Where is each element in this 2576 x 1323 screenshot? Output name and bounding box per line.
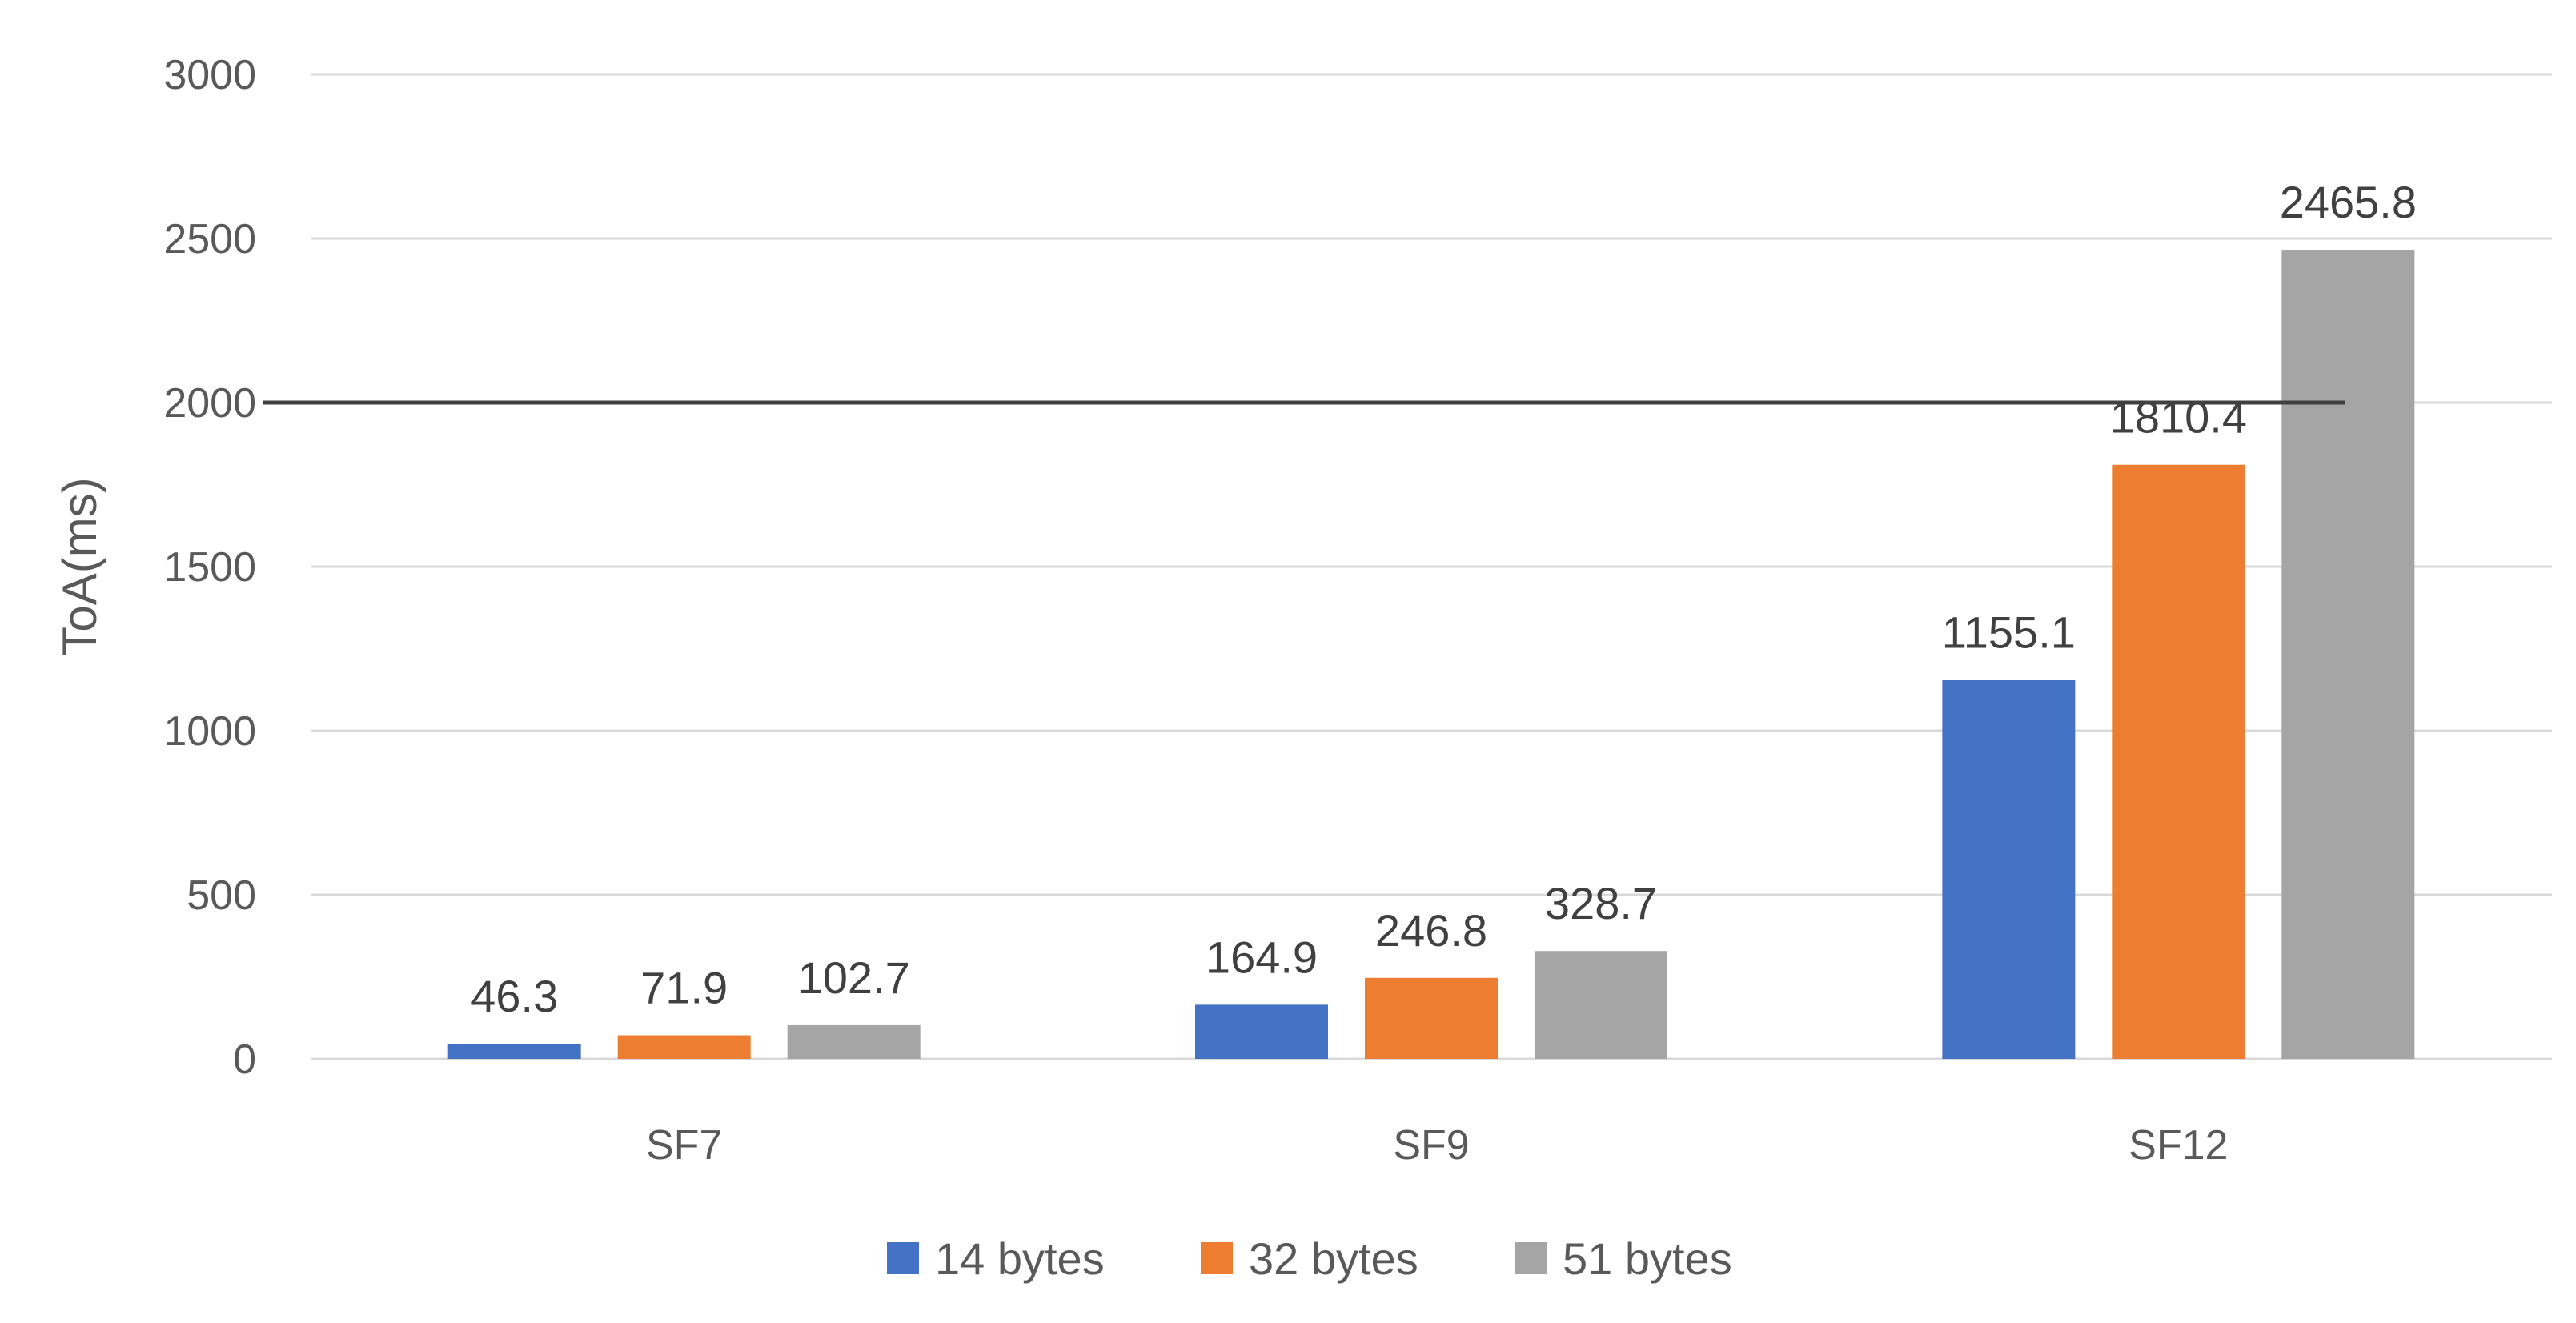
x-category-label: SF12 xyxy=(2129,1122,2228,1169)
bar-14-bytes-SF7 xyxy=(447,1044,581,1059)
y-tick-label: 2500 xyxy=(163,216,256,263)
y-axis-ticks: 0 500 1000 1500 2000 2500 3000 xyxy=(163,52,256,1083)
data-label: 102.7 xyxy=(798,952,910,1003)
data-label: 46.3 xyxy=(471,971,558,1021)
x-axis-categories: SF7 SF9 SF12 xyxy=(646,1122,2229,1169)
y-axis-label: ToA(ms) xyxy=(53,477,106,655)
y-tick-label: 500 xyxy=(187,872,256,919)
legend-swatch xyxy=(887,1242,919,1274)
data-labels: 46.3 71.9 102.7 164.9 246.8 328.7 1155.1 1810.4… xyxy=(471,177,2417,1021)
y-tick-label: 2000 xyxy=(163,380,256,427)
y-tick-label: 1500 xyxy=(163,544,256,591)
data-label: 1810.4 xyxy=(2110,392,2247,443)
x-category-label: SF9 xyxy=(1393,1122,1469,1169)
data-label: 246.8 xyxy=(1375,905,1487,956)
bar-32-bytes-SF12 xyxy=(2112,464,2245,1059)
legend-label: 51 bytes xyxy=(1563,1233,1732,1284)
bar-51-bytes-SF9 xyxy=(1535,951,1667,1059)
bar-32-bytes-SF7 xyxy=(617,1035,751,1059)
bars xyxy=(447,250,2415,1060)
bar-32-bytes-SF9 xyxy=(1365,977,1498,1059)
data-label: 2465.8 xyxy=(2280,177,2417,227)
data-label: 328.7 xyxy=(1545,878,1657,928)
bar-51-bytes-SF12 xyxy=(2281,250,2415,1060)
bar-14-bytes-SF9 xyxy=(1195,1004,1328,1059)
data-label: 1155.1 xyxy=(1942,607,2076,657)
y-tick-label: 3000 xyxy=(163,52,256,98)
bar-51-bytes-SF7 xyxy=(787,1024,921,1059)
legend-swatch xyxy=(1201,1242,1233,1274)
legend: 14 bytes 32 bytes 51 bytes xyxy=(887,1233,1732,1284)
y-tick-label: 0 xyxy=(233,1036,256,1083)
legend-label: 32 bytes xyxy=(1249,1233,1418,1284)
bar-14-bytes-SF12 xyxy=(1942,680,2076,1059)
legend-label: 14 bytes xyxy=(935,1233,1105,1284)
legend-swatch xyxy=(1515,1242,1547,1274)
data-label: 164.9 xyxy=(1206,932,1318,982)
y-tick-label: 1000 xyxy=(163,708,256,755)
data-label: 71.9 xyxy=(640,963,728,1013)
x-category-label: SF7 xyxy=(646,1122,722,1169)
